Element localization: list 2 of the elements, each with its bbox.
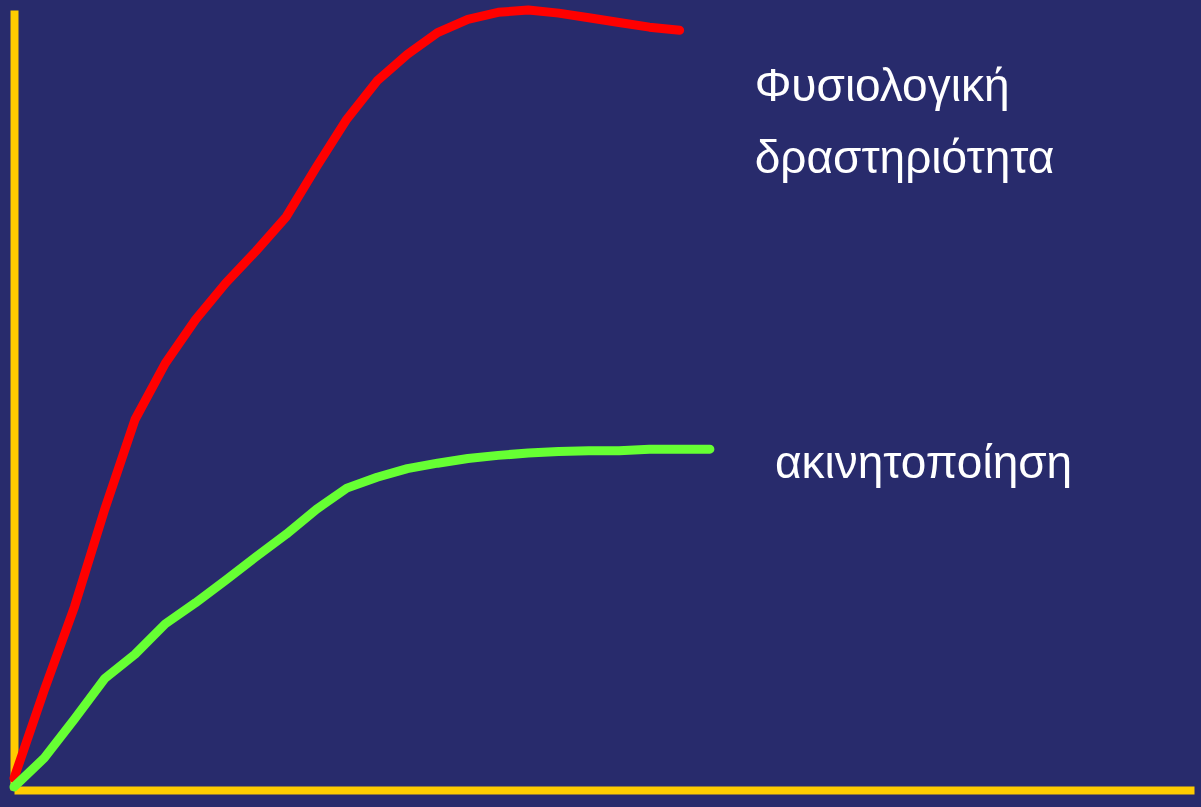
series-label: ακινητοποίηση: [774, 436, 1073, 489]
series-label: Φυσιολογική δραστηριότητα: [754, 59, 1055, 184]
